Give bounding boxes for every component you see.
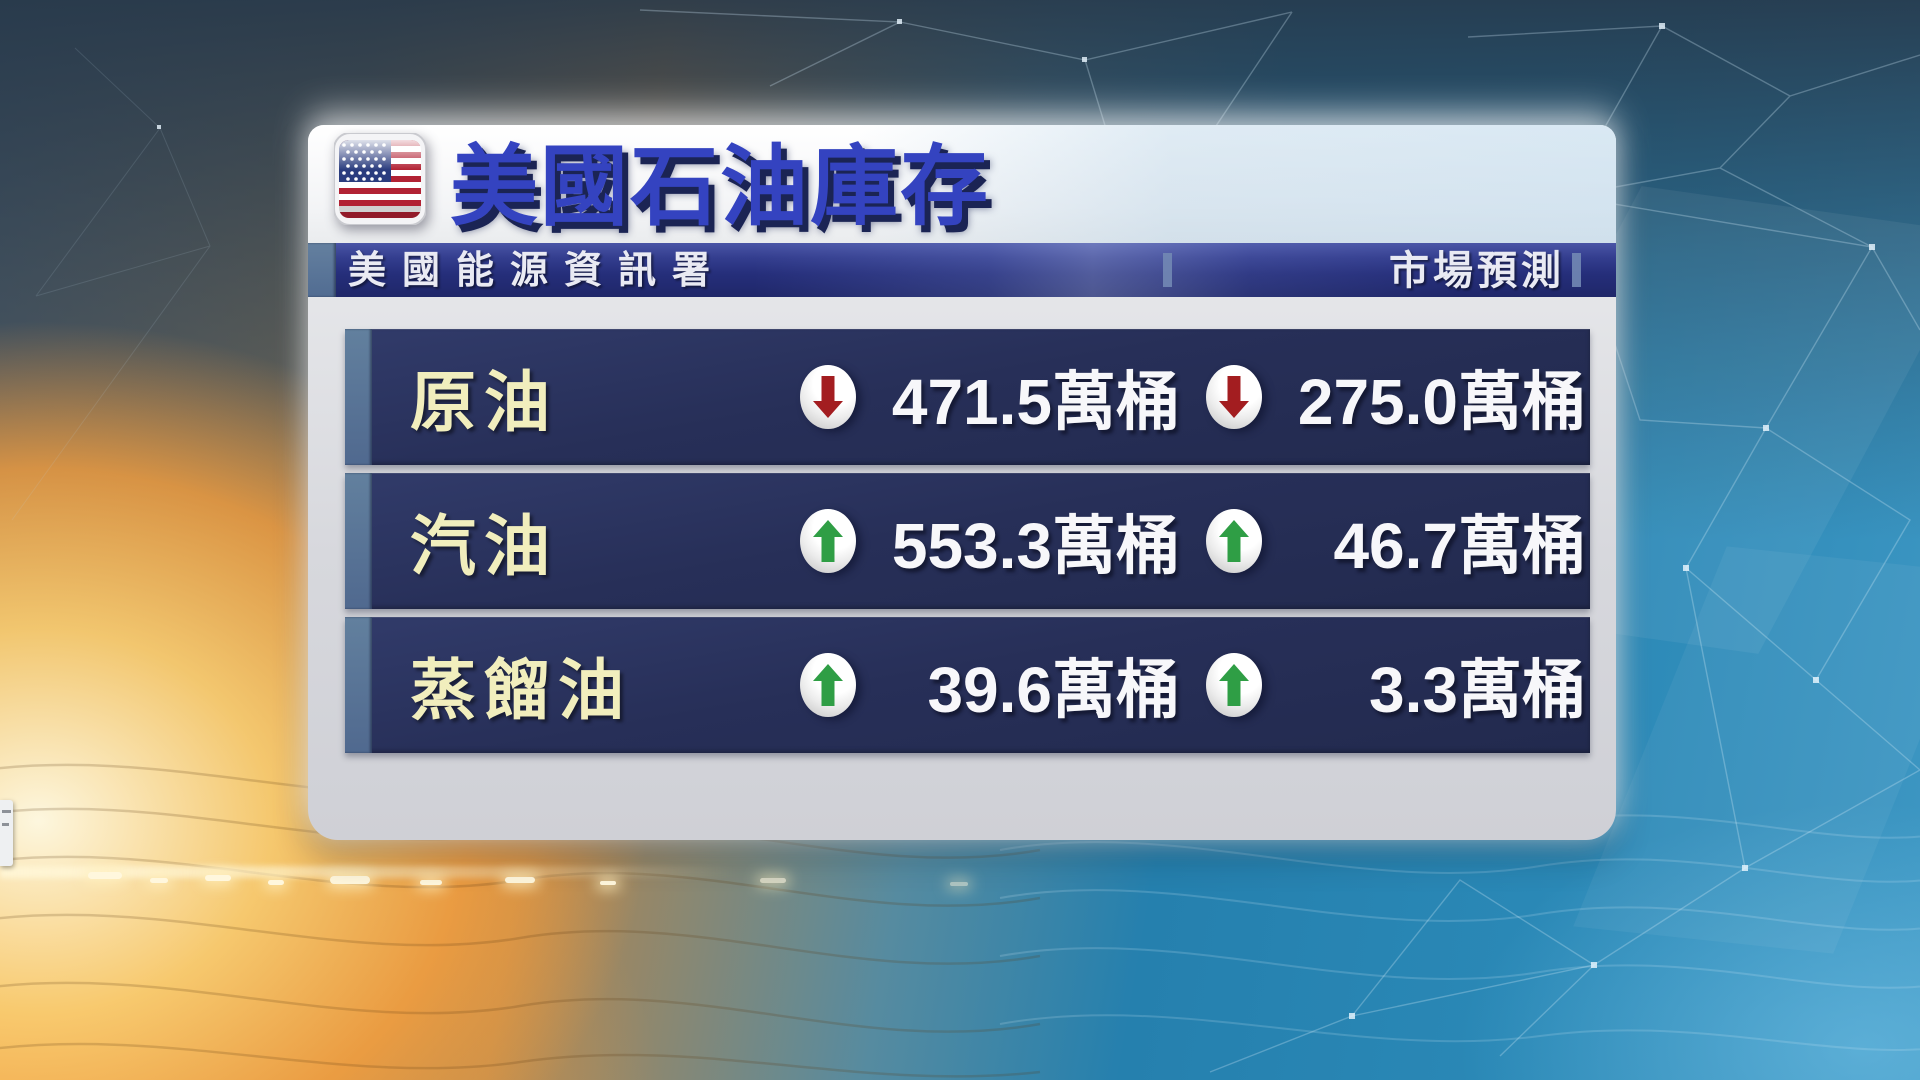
lens-flare-sparkle: [330, 876, 370, 884]
up-arrow-icon: [1206, 509, 1262, 573]
lens-flare-sparkle: [760, 878, 786, 883]
data-rows: 原油 471.5萬桶 275.0萬桶 汽油 553.3萬桶: [345, 329, 1590, 753]
panel-header: 美國石油庫存: [308, 125, 1616, 243]
down-arrow-icon: [1206, 365, 1262, 429]
actual-change-value: 471.5萬桶: [891, 366, 1180, 438]
table-row-distillates: 蒸餾油 39.6萬桶 3.3萬桶: [345, 617, 1590, 753]
lens-flare-band: [0, 866, 740, 878]
lens-flare-sparkle: [420, 880, 442, 885]
commodity-label: 汽油: [410, 509, 558, 583]
commodity-label: 原油: [410, 365, 558, 439]
data-source-label: 美國能源資訊署: [348, 250, 727, 292]
forecast-column-label: 市場預測: [1389, 249, 1565, 293]
us-flag-icon: [334, 133, 426, 225]
lens-flare-sparkle: [150, 878, 168, 883]
lens-flare-sparkle: [950, 882, 968, 886]
row-accent-bar: [345, 473, 372, 609]
lens-flare-sparkle: [505, 877, 535, 883]
forecast-change-value: 46.7萬桶: [1333, 510, 1586, 582]
down-arrow-icon: [800, 365, 856, 429]
table-header-bar: 美國能源資訊署 市場預測: [308, 243, 1616, 297]
lens-flare-sparkle: [600, 881, 616, 885]
forecast-change-value: 3.3萬桶: [1369, 654, 1586, 726]
up-arrow-icon: [1206, 653, 1262, 717]
forecast-change-value: 275.0萬桶: [1297, 366, 1586, 438]
actual-change-value: 553.3萬桶: [891, 510, 1180, 582]
oil-inventory-panel: 美國石油庫存 美國能源資訊署 市場預測 原油 471.5萬桶 275.0萬桶: [308, 125, 1616, 840]
lens-flare-sparkle: [205, 875, 231, 881]
row-accent-bar: [345, 617, 372, 753]
column-divider-tick: [1163, 253, 1172, 287]
table-row-crude-oil: 原油 471.5萬桶 275.0萬桶: [345, 329, 1590, 465]
row-accent-bar: [345, 329, 372, 465]
header-accent-square: [308, 243, 336, 297]
lens-flare-sparkle: [88, 872, 122, 879]
up-arrow-icon: [800, 653, 856, 717]
lens-flare-sparkle: [268, 880, 284, 885]
up-arrow-icon: [800, 509, 856, 573]
actual-change-value: 39.6萬桶: [927, 654, 1180, 726]
table-row-gasoline: 汽油 553.3萬桶 46.7萬桶: [345, 473, 1590, 609]
edge-graphic-fragment: [0, 800, 13, 866]
commodity-label: 蒸餾油: [410, 653, 632, 727]
page-title: 美國石油庫存: [450, 137, 991, 236]
edge-divider-tick: [1572, 253, 1581, 287]
